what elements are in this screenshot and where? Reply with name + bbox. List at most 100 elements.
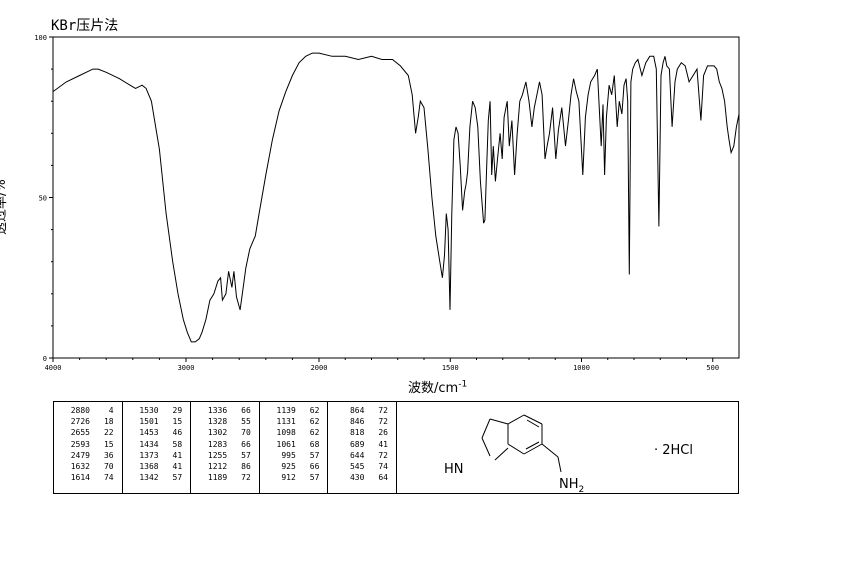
peak-transmittance: 57 xyxy=(172,473,183,483)
bond xyxy=(523,443,543,455)
peak-transmittance: 72 xyxy=(378,417,388,427)
peak-table-row: 925 66 xyxy=(260,461,328,472)
peak-wavenumber: 1336 xyxy=(207,406,228,415)
peak-wavenumber: 1283 xyxy=(207,439,228,449)
peak-transmittance: 41 xyxy=(378,439,388,449)
peak-wavenumber: 1530 xyxy=(139,406,159,415)
peak-table-row: 846 72 xyxy=(328,416,396,427)
peak-table-row: 1632 70 xyxy=(54,461,122,472)
peak-wavenumber: 912 xyxy=(281,473,296,483)
x-tick-label: 3000 xyxy=(178,364,195,372)
peak-table-row: 912 57 xyxy=(260,472,328,483)
x-axis-label-main: 波数/cm xyxy=(408,381,459,396)
peak-transmittance: 29 xyxy=(172,406,183,415)
salt-label: · 2HCl xyxy=(654,443,693,458)
peak-transmittance: 41 xyxy=(172,461,183,471)
peak-wavenumber: 644 xyxy=(349,450,365,460)
peak-wavenumber: 1061 xyxy=(276,439,296,449)
y-ticks: 0 50 100 xyxy=(34,34,53,363)
peak-transmittance: 55 xyxy=(241,417,251,427)
peak-transmittance: 62 xyxy=(309,428,320,438)
peak-wavenumber: 818 xyxy=(349,428,365,438)
peak-table-row: 1336 66 xyxy=(191,405,259,416)
peak-table-row: 1453 46 xyxy=(123,427,191,438)
bond xyxy=(481,437,491,457)
peak-table-row: 1255 57 xyxy=(191,450,259,461)
peak-transmittance: 70 xyxy=(103,461,114,471)
y-tick-label: 100 xyxy=(34,34,47,42)
bond xyxy=(489,418,509,425)
peak-transmittance: 64 xyxy=(378,473,388,483)
peak-wavenumber: 2479 xyxy=(70,450,90,460)
peak-wavenumber: 1189 xyxy=(207,473,228,483)
peak-table-column: 1139 62 1131 62 1098 62 1061 68 995 57 925 66 912 57 xyxy=(260,402,329,493)
peak-transmittance: 72 xyxy=(378,450,388,460)
peak-wavenumber: 1139 xyxy=(276,406,296,415)
peak-table-row: 430 64 xyxy=(328,472,396,483)
peak-wavenumber: 689 xyxy=(349,439,365,449)
peak-table-row: 1614 74 xyxy=(54,472,122,483)
peak-transmittance: 62 xyxy=(309,406,320,415)
ir-spectrum-chart: 0 50 100 4000 3000 2000 1500 1000 500 xyxy=(34,34,740,372)
peak-transmittance: 66 xyxy=(309,461,320,471)
peak-table-row: 1212 86 xyxy=(191,461,259,472)
peak-wavenumber: 1342 xyxy=(139,473,159,483)
bond xyxy=(541,443,559,458)
x-tick-label: 2000 xyxy=(311,364,328,372)
spectrum-line xyxy=(52,52,740,343)
peak-wavenumber: 1373 xyxy=(139,450,159,460)
peak-table-column: 1530 29 1501 15 1453 46 1434 58 1373 41 1368 41 1342… xyxy=(123,402,192,493)
peak-wavenumber: 2880 xyxy=(70,406,90,415)
amine-label-sub: 2 xyxy=(579,485,585,493)
peak-table-row: 1098 62 xyxy=(260,427,328,438)
peak-table-column: 2880 4 2726 18 2655 22 2593 15 2479 36 1632 70 1614 7… xyxy=(54,402,123,493)
peak-table-row: 1061 68 xyxy=(260,439,328,450)
peak-wavenumber: 1434 xyxy=(139,439,159,449)
x-axis-label-exponent: -1 xyxy=(458,379,468,390)
peak-table-row: 644 72 xyxy=(328,450,396,461)
bond xyxy=(557,456,562,473)
bond xyxy=(523,414,543,425)
peak-transmittance: 57 xyxy=(309,450,320,460)
peak-transmittance: 68 xyxy=(309,439,320,449)
peak-table-row: 1434 58 xyxy=(123,439,191,450)
peak-table: 2880 4 2726 18 2655 22 2593 15 2479 36 1632 70 1614 7… xyxy=(53,401,739,494)
peak-table-row: 864 72 xyxy=(328,405,396,416)
x-axis-label: 波数/cm-1 xyxy=(408,377,467,396)
peak-wavenumber: 1328 xyxy=(207,417,228,427)
molecule-structure: HN NH2 · 2HCl xyxy=(444,414,693,493)
peak-transmittance: 18 xyxy=(103,417,114,427)
peak-table-row: 818 26 xyxy=(328,427,396,438)
peak-transmittance: 74 xyxy=(103,473,114,483)
amine-label-main: NH xyxy=(559,477,579,492)
peak-table-row: 2479 36 xyxy=(54,450,122,461)
peak-transmittance: 58 xyxy=(172,439,183,449)
peak-wavenumber: 2655 xyxy=(70,428,90,438)
bond xyxy=(481,418,491,439)
peak-table-row: 1131 62 xyxy=(260,416,328,427)
peak-transmittance: 70 xyxy=(241,428,251,438)
peak-wavenumber: 1131 xyxy=(276,417,296,427)
plot-frame xyxy=(52,36,740,359)
peak-transmittance: 26 xyxy=(378,428,388,438)
bond xyxy=(525,441,540,450)
y-tick-label: 50 xyxy=(39,195,47,203)
peak-table-row: 1373 41 xyxy=(123,450,191,461)
x-ticks: 4000 3000 2000 1500 1000 500 xyxy=(45,358,719,372)
y-tick-label: 0 xyxy=(43,355,47,363)
peak-transmittance: 66 xyxy=(241,439,251,449)
peak-table-column: 1336 66 1328 55 1302 70 1283 66 1255 57 1212 86 1189… xyxy=(191,402,260,493)
peak-transmittance: 4 xyxy=(108,406,114,415)
peak-transmittance: 57 xyxy=(309,473,320,483)
bond xyxy=(507,414,525,425)
bond xyxy=(507,443,525,455)
x-tick-label: 1500 xyxy=(442,364,459,372)
peak-table-row: 1283 66 xyxy=(191,439,259,450)
peak-transmittance: 66 xyxy=(241,406,251,415)
peak-wavenumber: 545 xyxy=(349,461,365,471)
peak-table-row: 1139 62 xyxy=(260,405,328,416)
peak-table-row: 2880 4 xyxy=(54,405,122,416)
peak-transmittance: 74 xyxy=(378,461,388,471)
peak-table-row: 995 57 xyxy=(260,450,328,461)
peak-transmittance: 72 xyxy=(378,406,388,415)
